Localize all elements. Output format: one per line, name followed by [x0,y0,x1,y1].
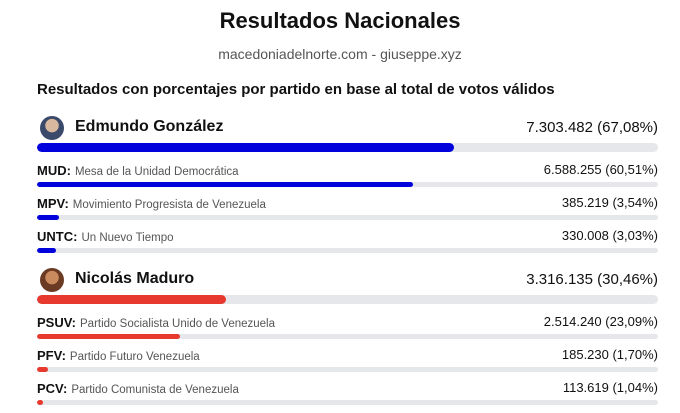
bar [37,248,56,253]
party-name: Movimiento Progresista de Venezuela [72,199,266,211]
party-result: 385.219 (3,54%) [561,195,658,210]
candidate-name: Edmundo González [75,118,224,135]
party-label: MPV: Movimiento Progresista de Venezuela [37,195,266,213]
bar-track [37,248,658,253]
bar [37,334,181,339]
party-name: Partido Futuro Venezuela [69,351,200,363]
bar [37,367,48,372]
party-label: PFV: Partido Futuro Venezuela [37,347,200,365]
party-abbr: MUD: [37,163,71,178]
party-label: PCV: Partido Comunista de Venezuela [37,380,239,398]
bar [37,182,413,187]
party-result: 185.230 (1,70%) [561,347,658,362]
bar [37,400,44,405]
party-label: UNTC: Un Nuevo Tiempo [37,228,173,246]
candidate-result: 7.303.482 (67,08%) [526,119,658,136]
title: Resultados Nacionales [219,8,461,33]
bar-track [37,215,658,220]
bar [37,215,59,220]
party-label: PSUV: Partido Socialista Unido de Venezue… [37,314,275,332]
bar-track [37,334,658,339]
party-abbr: PCV: [37,381,68,396]
party-abbr: PSUV: [37,315,77,330]
candidate-result: 3.316.135 (30,46%) [526,271,658,288]
bar-track [37,295,658,304]
party-abbr: MPV: [37,196,69,211]
party-abbr: UNTC: [37,229,78,244]
heading: Resultados con porcentajes por partido e… [37,81,555,98]
party-name: Partido Comunista de Venezuela [71,384,239,396]
bar-track [37,143,658,152]
bar [37,143,454,152]
party-result: 113.619 (1,04%) [562,380,658,395]
avatar [40,268,64,292]
bar-track [37,367,658,372]
party-result: 2.514.240 (23,09%) [543,314,658,329]
party-result: 6.588.255 (60,51%) [543,162,658,177]
bar-track [37,182,658,187]
party-name: Partido Socialista Unido de Venezuela [80,318,276,330]
party-name: Un Nuevo Tiempo [81,232,174,244]
party-result: 330.008 (3,03%) [561,228,658,243]
avatar [40,116,64,140]
party-name: Mesa de la Unidad Democrática [74,166,239,178]
bar [37,295,227,304]
candidate-name: Nicolás Maduro [75,270,195,287]
bar-track [37,400,658,405]
subtitle: macedoniadelnorte.com - giuseppe.xyz [218,46,462,62]
party-abbr: PFV: [37,348,66,363]
party-label: MUD: Mesa de la Unidad Democrática [37,162,239,180]
